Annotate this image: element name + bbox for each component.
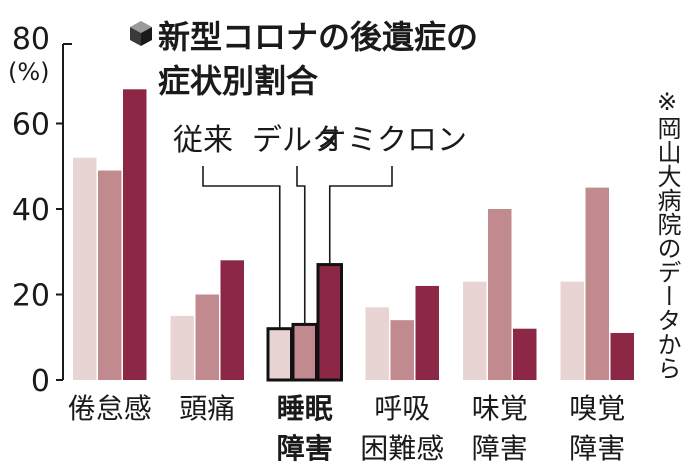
category-label: 倦怠感	[68, 392, 152, 425]
y-tick-label: 60	[12, 108, 50, 143]
bar-2-2	[316, 263, 343, 382]
category-label: 頭痛	[179, 392, 235, 425]
category-label: 障害	[472, 432, 528, 465]
y-tick-label: 0	[31, 364, 50, 399]
bar-5-1	[585, 187, 609, 380]
category-label: 味覚	[472, 392, 528, 425]
bar-0-1	[98, 170, 122, 380]
bar-4-2	[513, 328, 537, 380]
cube-icon-right-face	[141, 27, 152, 46]
source-note: ※岡山大病院のデータから	[653, 88, 681, 380]
category-label: 困難感	[360, 432, 444, 465]
legend-leader-line	[202, 166, 281, 329]
legend-label: デルタ	[252, 123, 342, 158]
category-label: 呼吸	[374, 392, 430, 425]
category-label: 嗅覚	[569, 392, 625, 425]
bar-1-1	[195, 294, 219, 380]
bar-3-2	[415, 285, 439, 380]
bar-3-1	[390, 320, 414, 380]
bars	[73, 89, 634, 382]
bar-0-0	[73, 157, 97, 380]
y-axis: 0 20 40 60 80(%)	[8, 22, 72, 399]
legend-leader-line	[296, 166, 306, 325]
bar-1-0	[170, 315, 194, 380]
y-tick-label: 80	[12, 22, 50, 57]
source-note-text: ※岡山大病院のデータから	[653, 88, 681, 380]
chart-title-line-2: 症状別割合	[158, 62, 318, 100]
legend-label: オミクロン	[317, 123, 467, 158]
bar-5-0	[560, 281, 584, 380]
bar-0-2	[123, 89, 147, 381]
legend-label: 従来	[173, 123, 233, 158]
cube-icon-left-face	[130, 27, 141, 46]
bar-1-2	[220, 260, 244, 380]
chart-title-line-1: 新型コロナの後遺症の	[158, 18, 478, 56]
chart-title: 新型コロナの後遺症の 症状別割合	[130, 18, 478, 100]
y-tick-label: 20	[12, 279, 50, 314]
y-unit-label: (%)	[8, 58, 50, 86]
category-label: 障害	[569, 432, 625, 465]
bar-5-2	[610, 332, 634, 380]
bar-4-0	[463, 281, 487, 380]
legend-leader-line	[328, 166, 393, 265]
bar-4-1	[488, 209, 512, 380]
bar-3-0	[365, 307, 389, 380]
category-label: 障害	[277, 432, 333, 465]
category-label: 睡眠	[277, 392, 333, 425]
bar-2-0	[266, 327, 293, 382]
bar-2-1	[291, 322, 318, 382]
y-tick-label: 40	[12, 193, 50, 228]
